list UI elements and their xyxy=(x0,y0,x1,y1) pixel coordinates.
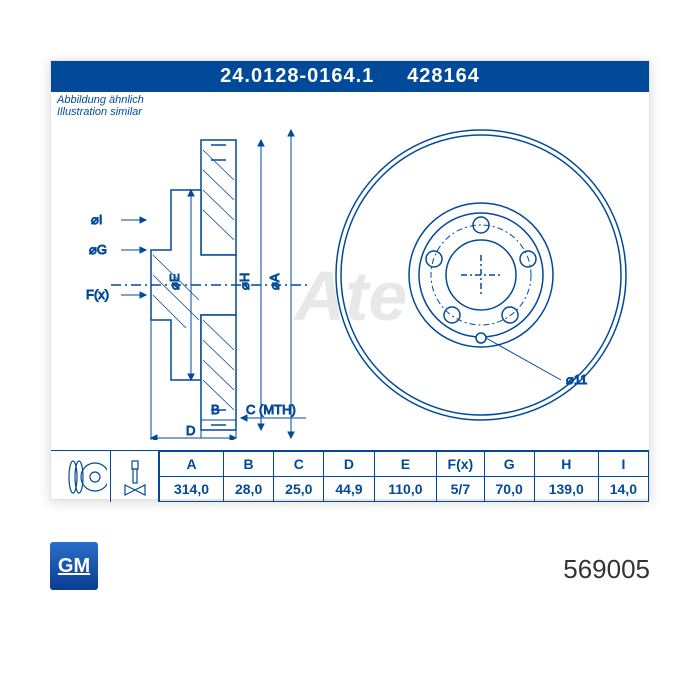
td-A: 314,0 xyxy=(160,477,224,502)
th-D: D xyxy=(324,452,374,477)
footer-sku: 569005 xyxy=(563,554,650,585)
th-G: G xyxy=(484,452,534,477)
td-Fx: 5/7 xyxy=(437,477,484,502)
td-H: 139,0 xyxy=(534,477,598,502)
label-D: D xyxy=(186,423,195,438)
gm-logo-text: GM xyxy=(58,555,90,578)
th-Fx: F(x) xyxy=(437,452,484,477)
table-header-row: A B C D E F(x) G H I xyxy=(160,452,649,477)
bolt-icon-cell xyxy=(111,451,159,502)
subtitle-en: Illustration similar xyxy=(57,106,643,118)
header-bar: 24.0128-0164.1 428164 xyxy=(51,61,649,92)
disc-icon xyxy=(55,457,107,497)
table-value-row: 314,0 28,0 25,0 44,9 110,0 5/7 70,0 139,… xyxy=(160,477,649,502)
td-B: 28,0 xyxy=(224,477,274,502)
th-E: E xyxy=(374,452,437,477)
td-E: 110,0 xyxy=(374,477,437,502)
label-diaH: ⌀H xyxy=(237,273,252,290)
label-diaG: ⌀G xyxy=(89,242,107,257)
label-B: B xyxy=(211,402,220,417)
subtitle-de: Abbildung ähnlich xyxy=(57,94,643,106)
label-hole: ⌀11 xyxy=(566,372,587,387)
spec-card: 24.0128-0164.1 428164 Abbildung ähnlich … xyxy=(50,60,650,500)
th-A: A xyxy=(160,452,224,477)
technical-diagram: Ate xyxy=(51,120,649,450)
subtitle: Abbildung ähnlich Illustration similar xyxy=(51,92,649,120)
label-diaA: ⌀A xyxy=(267,273,282,290)
part-number-2: 428164 xyxy=(407,65,480,87)
th-C: C xyxy=(274,452,324,477)
td-D: 44,9 xyxy=(324,477,374,502)
th-H: H xyxy=(534,452,598,477)
td-I: 14,0 xyxy=(598,477,648,502)
th-I: I xyxy=(598,452,648,477)
gm-logo: GM xyxy=(50,542,98,590)
label-diaI: ⌀I xyxy=(91,212,102,227)
th-B: B xyxy=(224,452,274,477)
bolt-icon xyxy=(115,457,155,497)
spec-table-row: A B C D E F(x) G H I 314,0 28,0 25,0 44,… xyxy=(51,450,649,502)
part-number-1: 24.0128-0164.1 xyxy=(220,65,374,87)
td-C: 25,0 xyxy=(274,477,324,502)
label-Fx: F(x) xyxy=(86,287,109,302)
dimensions-table: A B C D E F(x) G H I 314,0 28,0 25,0 44,… xyxy=(159,451,649,502)
label-diaE: ⌀E xyxy=(167,273,182,290)
label-C: C (MTH) xyxy=(246,402,296,417)
disc-icon-cell xyxy=(51,451,111,502)
td-G: 70,0 xyxy=(484,477,534,502)
